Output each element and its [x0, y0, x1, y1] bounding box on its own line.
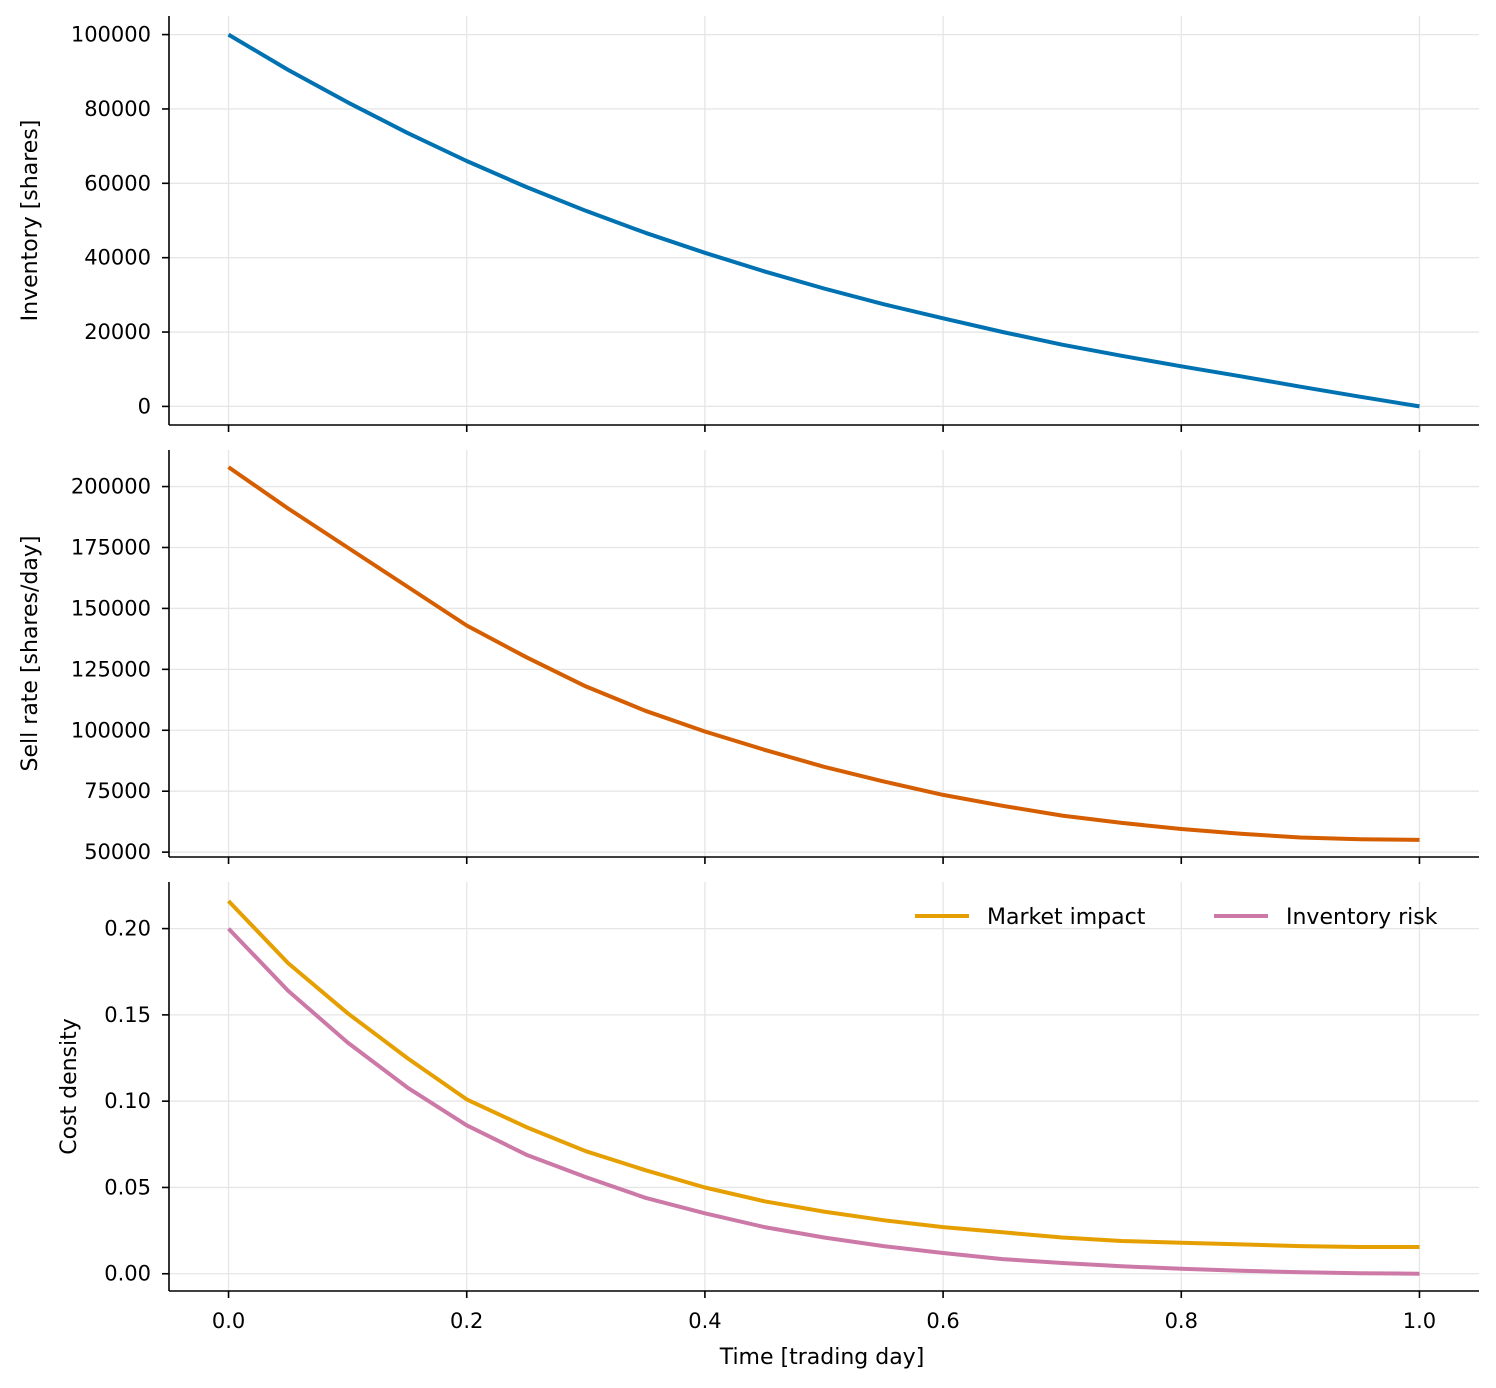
market-impact-line	[227, 899, 1420, 1249]
x-tick-label: 0.0	[212, 1309, 245, 1333]
y-tick-label: 75000	[84, 779, 151, 803]
y-tick-label: 40000	[84, 246, 151, 270]
x-axis-title: Time [trading day]	[719, 1345, 925, 1370]
y-tick-label: 80000	[84, 97, 151, 121]
y-tick-label: 50000	[84, 840, 151, 864]
chart-panel-3: 0.00 0.05 0.10 0.15 0.20 0.0 0.2 0.4 0.6 0.8 1.0 Co…	[57, 882, 1479, 1370]
x-tick-label: 0.8	[1165, 1309, 1198, 1333]
y-axis-title: Inventory [shares]	[18, 120, 43, 322]
y-tick-label: 0.05	[104, 1175, 151, 1199]
y-axis-title: Sell rate [shares/day]	[18, 536, 43, 772]
y-tick-label: 0.00	[104, 1262, 151, 1286]
x-tick-label: 1.0	[1403, 1309, 1436, 1333]
y-tick-label: 0	[138, 394, 151, 418]
y-tick-label: 125000	[71, 657, 151, 681]
y-tick-label: 150000	[71, 596, 151, 620]
y-tick-label: 100000	[71, 23, 151, 47]
y-tick-label: 175000	[71, 535, 151, 559]
x-tick-label: 0.4	[688, 1309, 721, 1333]
y-tick-label: 20000	[84, 320, 151, 344]
y-tick-label: 60000	[84, 171, 151, 195]
inventory-risk-line	[227, 927, 1420, 1276]
legend-label: Market impact	[987, 905, 1146, 930]
legend: Market impact Inventory risk	[915, 905, 1438, 930]
y-tick-label: 200000	[71, 475, 151, 499]
y-axis-title: Cost density	[57, 1018, 82, 1155]
y-tick-label: 0.10	[104, 1089, 151, 1113]
series-1-line	[227, 465, 1420, 842]
x-tick-label: 0.2	[450, 1309, 483, 1333]
chart-panel-1: 0 20000 40000 60000 80000 100000 Inventory [sh…	[18, 16, 1479, 432]
y-tick-label: 100000	[71, 718, 151, 742]
y-tick-label: 0.20	[104, 917, 151, 941]
chart-panel-2: 50000 75000 100000 125000 150000 175000 200000…	[18, 450, 1479, 864]
legend-label: Inventory risk	[1286, 905, 1438, 930]
y-tick-label: 0.15	[104, 1003, 151, 1027]
x-tick-label: 0.6	[926, 1309, 959, 1333]
series-1-line	[227, 32, 1420, 409]
